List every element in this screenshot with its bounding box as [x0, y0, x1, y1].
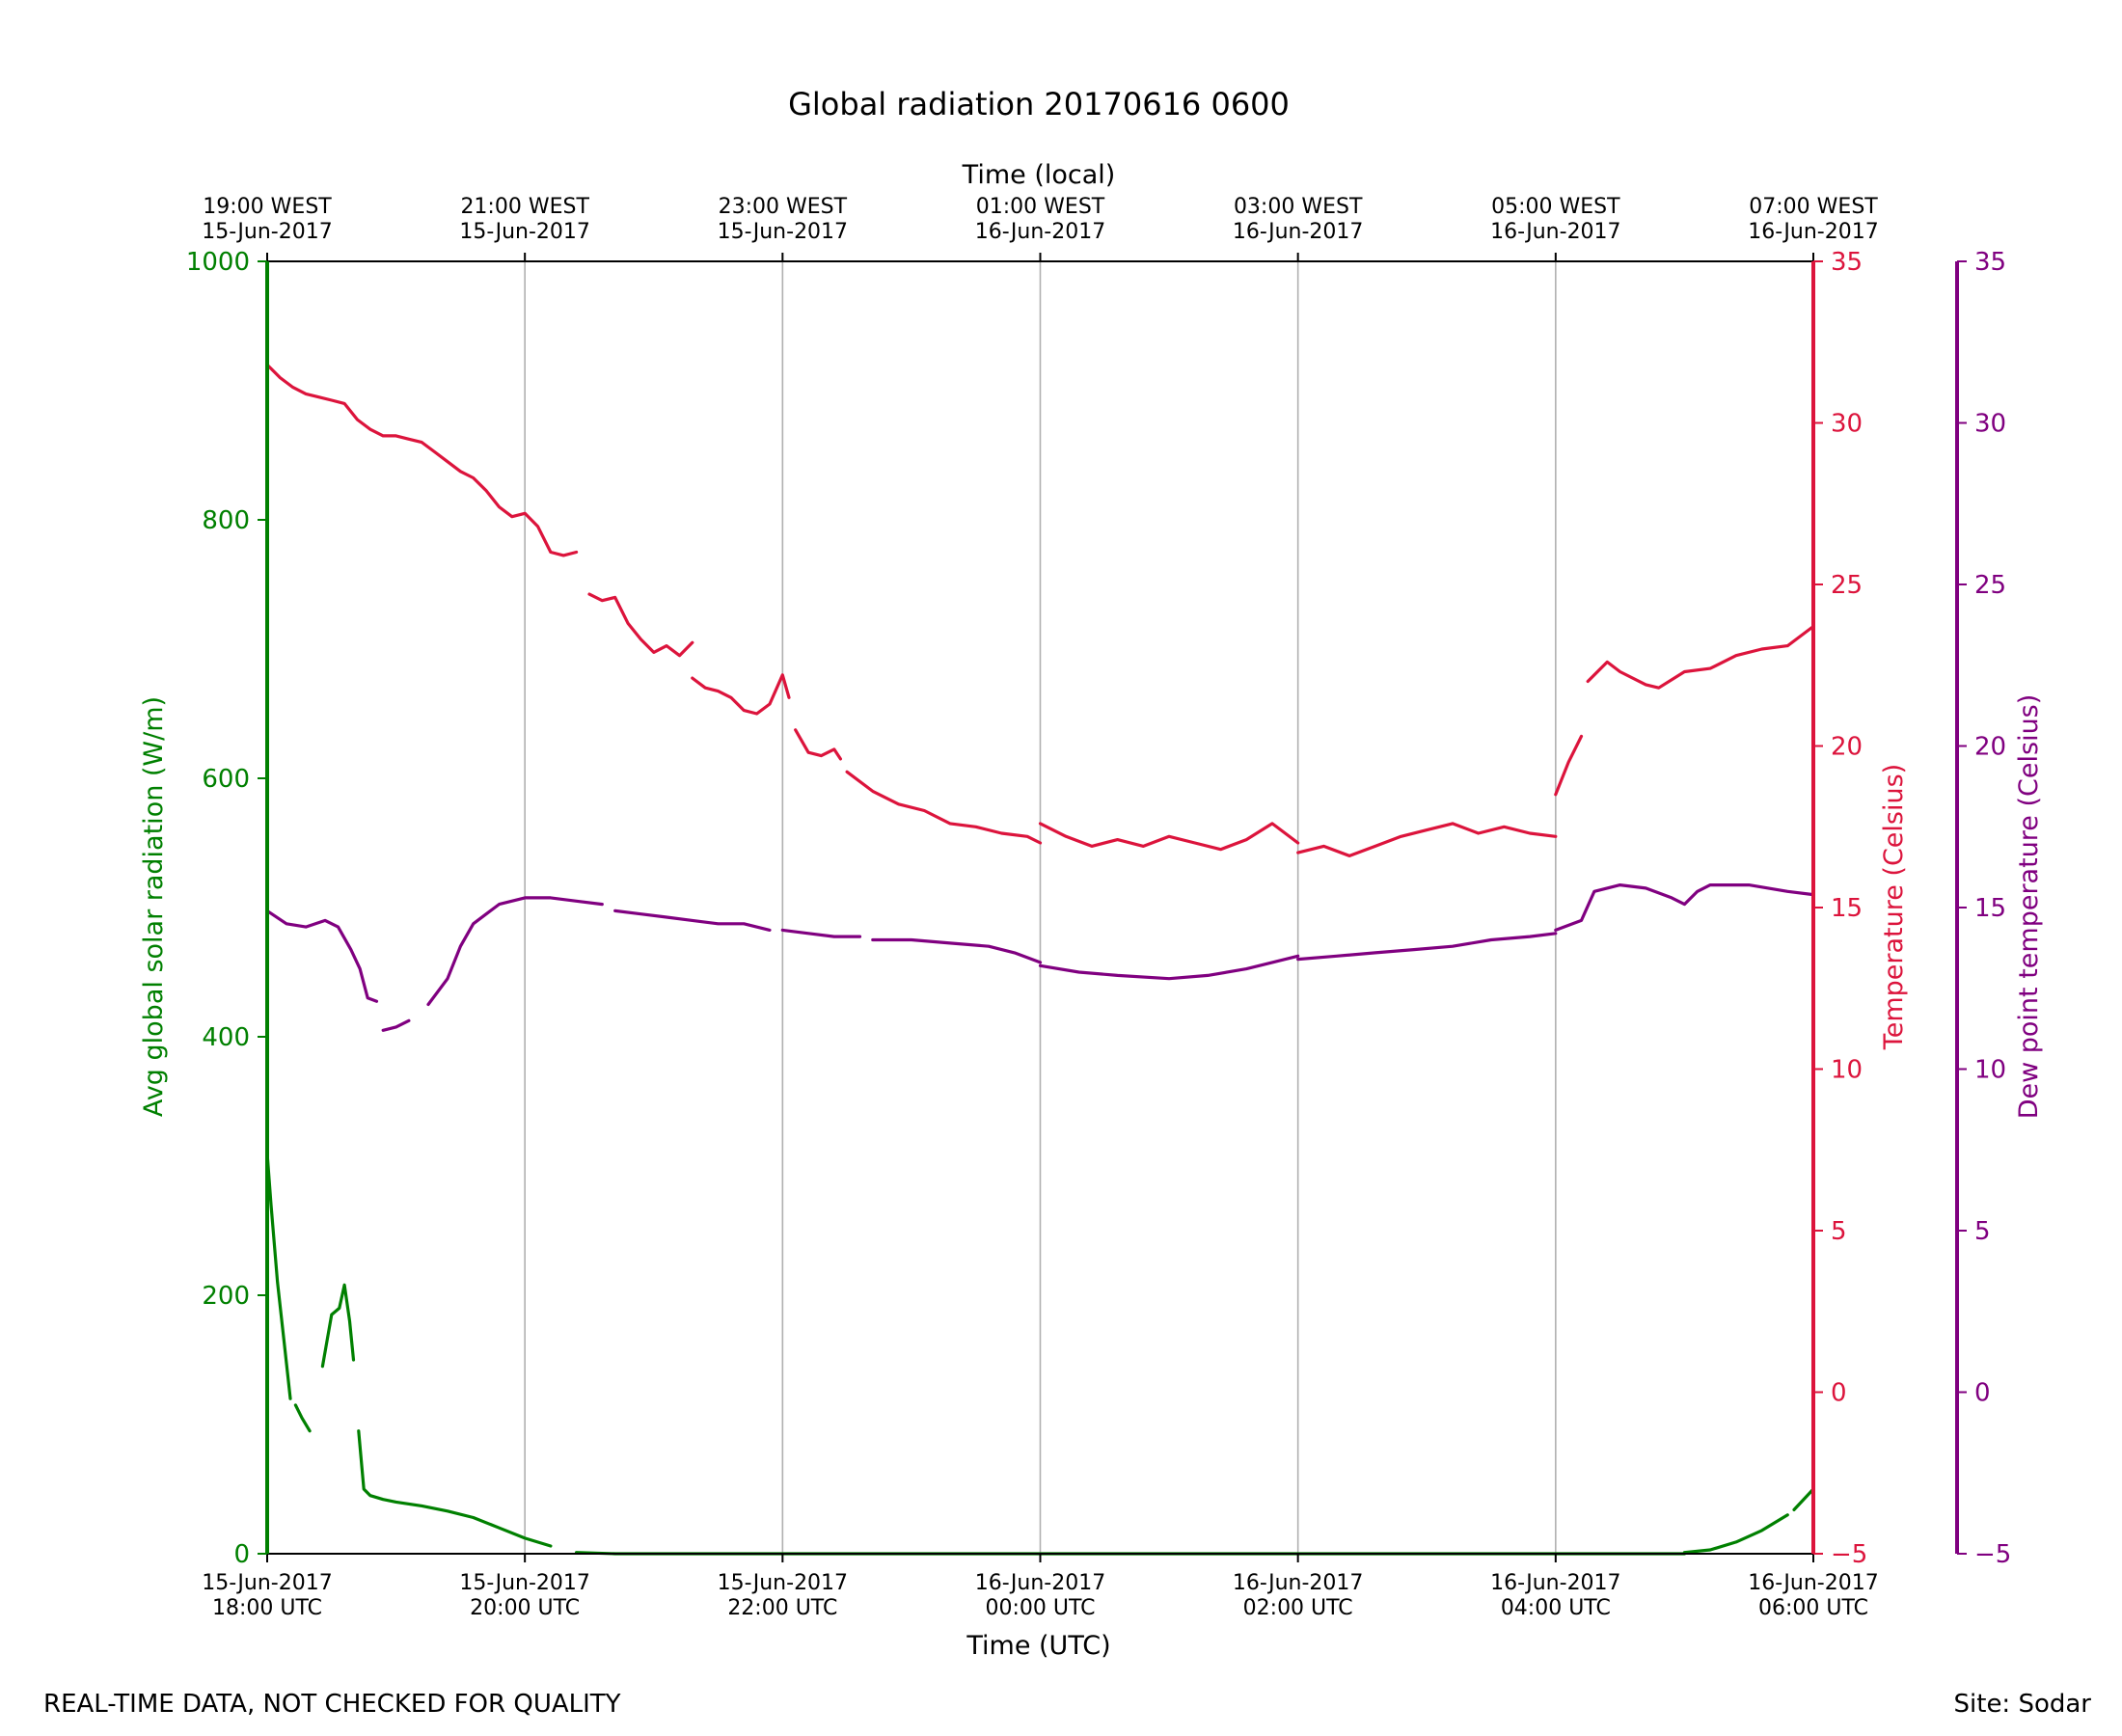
- x-tick-label-top-time-3: 01:00 WEST: [976, 195, 1105, 219]
- y-tick-label-radiation-4: 800: [202, 506, 250, 535]
- x-tick-label-top-date-2: 15-Jun-2017: [718, 220, 848, 244]
- y-tick-label-dewpoint-6: 25: [1974, 571, 2006, 600]
- y-axis-label-radiation: Avg global solar radiation (W/m): [139, 696, 169, 1117]
- x-tick-label-bottom-date-4: 16-Jun-2017: [1233, 1571, 1363, 1595]
- x-tick-label-top-time-0: 19:00 WEST: [203, 195, 332, 219]
- y-tick-label-temperature-3: 10: [1831, 1056, 1863, 1085]
- series-y2-segment-4: [845, 770, 1043, 845]
- x-tick-label-bottom-date-2: 15-Jun-2017: [718, 1571, 848, 1595]
- y-tick-label-temperature-7: 30: [1831, 410, 1863, 439]
- y-tick-label-radiation-0: 0: [233, 1540, 250, 1569]
- series-y2-segment-1: [587, 592, 694, 658]
- y-tick-label-temperature-2: 5: [1831, 1217, 1847, 1246]
- x-tick-label-top-date-1: 15-Jun-2017: [459, 220, 589, 244]
- y-tick-label-temperature-0: −5: [1831, 1540, 1867, 1569]
- x-tick-label-top-date-4: 16-Jun-2017: [1233, 220, 1363, 244]
- series-y3-segment-5: [871, 937, 1043, 964]
- x-tick-label-bottom-time-6: 06:00 UTC: [1758, 1596, 1868, 1620]
- x-tick-label-top-date-0: 15-Jun-2017: [202, 220, 332, 244]
- x-tick-label-bottom-date-5: 16-Jun-2017: [1490, 1571, 1620, 1595]
- y-axis-label-temperature: Temperature (Celsius): [1879, 764, 1909, 1050]
- series-y-segment-5: [1682, 1513, 1789, 1555]
- series-y3-segment-2: [426, 896, 604, 1007]
- grid-layer: [524, 261, 1557, 1554]
- series-y2-segment-3: [794, 728, 843, 761]
- x-tick-label-bottom-time-0: 18:00 UTC: [212, 1596, 322, 1620]
- x-tick-label-bottom-time-2: 22:00 UTC: [727, 1596, 837, 1620]
- y-tick-label-radiation-2: 400: [202, 1023, 250, 1052]
- series-y3-segment-7: [1296, 932, 1558, 962]
- series-y3-segment-3: [613, 909, 772, 933]
- series-y3-segment-8: [1554, 882, 1815, 933]
- site-label: Site: Sodar: [1953, 1690, 2091, 1719]
- series-y3-segment-6: [1038, 954, 1300, 981]
- series-y2-segment-6: [1296, 822, 1558, 858]
- x-tick-label-top-time-2: 23:00 WEST: [719, 195, 848, 219]
- x-tick-label-bottom-time-3: 00:00 UTC: [985, 1596, 1095, 1620]
- x-tick-label-bottom-time-4: 02:00 UTC: [1243, 1596, 1353, 1620]
- x-tick-label-top-date-3: 16-Jun-2017: [975, 220, 1105, 244]
- series-y3-segment-0: [265, 909, 379, 1003]
- y-tick-label-temperature-5: 20: [1831, 733, 1863, 762]
- series-y-segment-0: [265, 1151, 292, 1400]
- y-tick-label-radiation-5: 1000: [186, 248, 250, 277]
- y-tick-label-dewpoint-7: 30: [1974, 410, 2006, 439]
- series-y2-segment-8: [1586, 624, 1815, 690]
- x-tick-label-top-time-4: 03:00 WEST: [1234, 195, 1363, 219]
- x-tick-label-bottom-time-1: 20:00 UTC: [470, 1596, 580, 1620]
- series-y2-segment-2: [691, 673, 791, 716]
- series-y-segment-6: [1792, 1487, 1815, 1512]
- y-tick-label-temperature-4: 15: [1831, 894, 1863, 923]
- chart-title: Global radiation 20170616 0600: [788, 86, 1290, 122]
- y-tick-label-temperature-1: 0: [1831, 1379, 1847, 1408]
- x-tick-label-top-time-5: 05:00 WEST: [1491, 195, 1620, 219]
- x-tick-label-top-date-6: 16-Jun-2017: [1748, 220, 1878, 244]
- series-y-segment-2: [320, 1283, 356, 1369]
- y-tick-label-dewpoint-1: 0: [1974, 1379, 1991, 1408]
- y-tick-label-dewpoint-2: 5: [1974, 1217, 1991, 1246]
- series-y2-segment-0: [265, 363, 579, 557]
- x-tick-label-bottom-time-5: 04:00 UTC: [1501, 1596, 1611, 1620]
- y-tick-label-dewpoint-3: 10: [1974, 1056, 2006, 1085]
- x-tick-label-top-time-6: 07:00 WEST: [1749, 195, 1878, 219]
- y-tick-label-dewpoint-0: −5: [1974, 1540, 2011, 1569]
- x-tick-label-top-date-5: 16-Jun-2017: [1490, 220, 1620, 244]
- y-tick-label-dewpoint-5: 20: [1974, 733, 2006, 762]
- x-tick-label-top-time-1: 21:00 WEST: [460, 195, 589, 219]
- x-tick-label-bottom-date-0: 15-Jun-2017: [202, 1571, 332, 1595]
- series-y-segment-1: [293, 1403, 312, 1433]
- x-tick-label-bottom-date-1: 15-Jun-2017: [459, 1571, 589, 1595]
- x-tick-label-bottom-date-6: 16-Jun-2017: [1748, 1571, 1878, 1595]
- y-axis-label-dewpoint: Dew point temperature (Celsius): [2014, 694, 2044, 1120]
- series-y3-segment-1: [381, 1018, 411, 1032]
- series-y-segment-3: [357, 1429, 553, 1548]
- x-tick-label-bottom-date-3: 16-Jun-2017: [975, 1571, 1105, 1595]
- series-y2-segment-5: [1038, 822, 1300, 852]
- series-y3-segment-4: [780, 928, 862, 938]
- y-tick-label-temperature-6: 25: [1831, 571, 1863, 600]
- y-tick-label-radiation-3: 600: [202, 765, 250, 794]
- quality-note: REAL-TIME DATA, NOT CHECKED FOR QUALITY: [43, 1690, 621, 1719]
- y-tick-label-temperature-8: 35: [1831, 248, 1863, 277]
- y-tick-label-dewpoint-4: 15: [1974, 894, 2006, 923]
- y-tick-label-radiation-1: 200: [202, 1282, 250, 1311]
- y-tick-label-dewpoint-8: 35: [1974, 248, 2006, 277]
- top-axis-label: Time (local): [962, 160, 1116, 190]
- bottom-axis-label: Time (UTC): [966, 1631, 1110, 1661]
- series-y2-segment-7: [1554, 734, 1584, 797]
